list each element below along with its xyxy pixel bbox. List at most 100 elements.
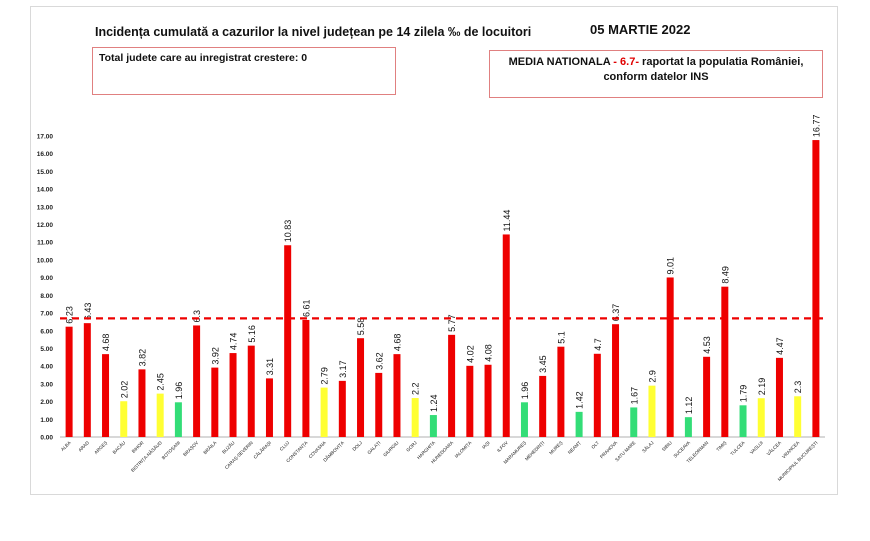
bar xyxy=(65,326,73,437)
national-average-value: 6.7 xyxy=(620,56,636,68)
bar xyxy=(703,356,711,437)
data-label: 3.45 xyxy=(538,355,548,373)
category-label: GIURGIU xyxy=(382,440,399,457)
national-average-box: MEDIA NATIONALA - 6.7- raportat la popul… xyxy=(489,50,823,98)
data-label: 1.96 xyxy=(174,382,184,400)
data-label: 4.7 xyxy=(593,338,603,351)
category-label: ARAD xyxy=(77,440,90,453)
category-label: ILFOV xyxy=(496,440,510,454)
data-label: 3.82 xyxy=(137,349,147,367)
data-label: 1.24 xyxy=(429,395,439,413)
y-tick-label: 14.00 xyxy=(37,187,54,194)
category-label: GORJ xyxy=(405,440,418,453)
data-label: 6.37 xyxy=(611,304,621,322)
data-label: 5.58 xyxy=(356,318,366,336)
bar xyxy=(357,338,365,437)
bar xyxy=(174,402,182,437)
data-label: 11.44 xyxy=(502,210,512,232)
increase-summary-text: Total judete care au inregistrat crester… xyxy=(99,52,308,64)
data-label: 6.3 xyxy=(192,310,202,323)
data-label: 1.42 xyxy=(575,391,585,409)
category-label: BUZĂU xyxy=(220,439,235,454)
category-label: CLUJ xyxy=(279,440,291,452)
bar xyxy=(393,354,401,437)
bar xyxy=(138,369,146,437)
y-tick-label: 3.00 xyxy=(40,381,53,388)
data-label: 2.02 xyxy=(119,381,129,399)
bar xyxy=(575,411,583,437)
bar xyxy=(520,402,528,437)
report-date: 05 MARTIE 2022 xyxy=(590,22,691,37)
bar xyxy=(429,415,437,437)
data-label: 6.43 xyxy=(83,303,93,321)
category-label: BRAȘOV xyxy=(182,440,200,458)
national-average-line2: conform datelor INS xyxy=(603,71,709,83)
category-label: IAȘI xyxy=(481,440,491,450)
data-label: 5.77 xyxy=(447,314,457,332)
y-tick-label: 0.00 xyxy=(40,435,53,442)
category-label: IALOMIȚA xyxy=(454,440,473,459)
data-label: 2.9 xyxy=(647,370,657,383)
y-tick-label: 8.00 xyxy=(40,293,53,300)
bar xyxy=(193,325,201,437)
y-tick-label: 11.00 xyxy=(37,240,53,247)
category-label: SIBIU xyxy=(661,440,673,452)
category-label: MUNICIPIUL BUCUREȘTI xyxy=(777,440,819,482)
category-label: SĂLAJ xyxy=(640,439,654,453)
bar xyxy=(466,365,474,437)
bar xyxy=(120,401,128,437)
y-tick-label: 6.00 xyxy=(40,328,53,335)
data-label: 4.68 xyxy=(101,334,111,352)
y-tick-label: 7.00 xyxy=(40,311,53,318)
bar xyxy=(794,396,802,437)
data-label: 2.19 xyxy=(757,378,767,396)
bar xyxy=(320,387,328,437)
bar xyxy=(666,277,674,437)
category-label: ARGEȘ xyxy=(93,440,108,455)
data-label: 3.31 xyxy=(265,358,275,376)
bar xyxy=(775,357,783,437)
bar xyxy=(484,364,492,437)
bar xyxy=(612,324,620,437)
bar xyxy=(338,380,346,437)
category-label: MEHEDINȚI xyxy=(524,440,545,461)
increase-summary-box: Total judete care au inregistrat crester… xyxy=(92,47,396,95)
data-label: 4.47 xyxy=(775,337,785,355)
data-label: 16.77 xyxy=(811,115,821,138)
y-tick-label: 13.00 xyxy=(37,204,54,211)
bar xyxy=(83,323,91,437)
data-label: 6.61 xyxy=(301,299,311,317)
category-label: CĂLĂRAȘI xyxy=(252,439,272,459)
bar xyxy=(739,405,747,437)
national-average-prefix: MEDIA NATIONALA xyxy=(508,56,611,68)
category-label: TULCEA xyxy=(729,440,746,457)
bar xyxy=(156,393,164,437)
category-label: VASLUI xyxy=(749,440,764,455)
data-label: 1.79 xyxy=(739,385,749,403)
data-label: 2.79 xyxy=(320,367,330,385)
data-label: 4.74 xyxy=(229,333,239,351)
bar xyxy=(812,140,820,437)
y-tick-label: 15.00 xyxy=(37,169,54,176)
data-label: 8.49 xyxy=(720,266,730,284)
category-label: BISTRIȚA-NĂSĂUD xyxy=(129,439,163,473)
category-label: DOLJ xyxy=(351,440,363,452)
category-label: ALBA xyxy=(60,440,73,453)
national-average-suffix: raportat la populatia României, xyxy=(642,56,804,68)
data-label: 2.3 xyxy=(793,381,803,394)
category-label: BIHOR xyxy=(131,440,145,454)
bar xyxy=(247,345,255,437)
bar xyxy=(593,353,601,437)
data-label: 1.12 xyxy=(684,397,694,415)
y-tick-label: 1.00 xyxy=(40,417,53,424)
data-label: 1.96 xyxy=(520,382,530,400)
data-label: 2.45 xyxy=(156,373,166,391)
category-label: VÂLCEA xyxy=(765,439,783,457)
category-label: BRĂILA xyxy=(202,439,218,455)
y-tick-label: 2.00 xyxy=(40,399,53,406)
y-tick-label: 16.00 xyxy=(37,151,54,158)
data-label: 3.17 xyxy=(338,360,348,378)
data-label: 4.08 xyxy=(484,344,494,362)
data-label: 1.67 xyxy=(629,387,639,405)
